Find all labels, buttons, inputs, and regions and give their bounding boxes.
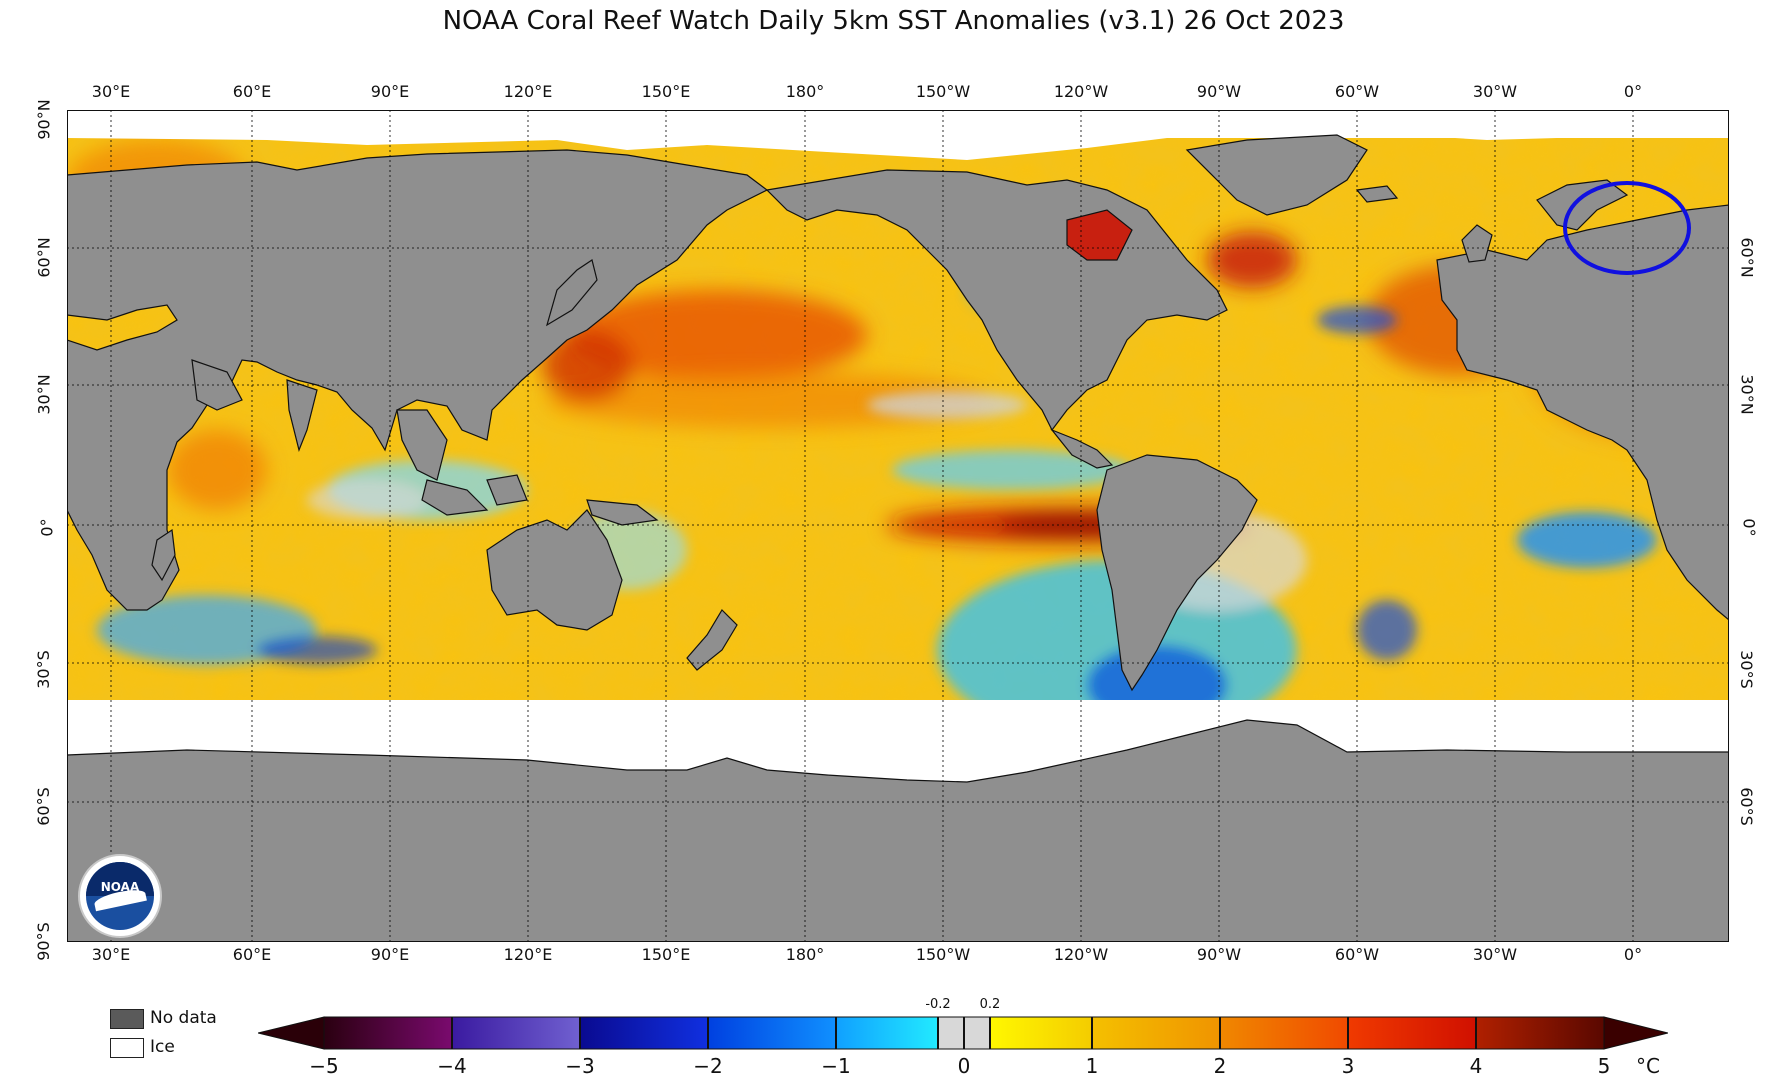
lat-label: 30°N <box>1737 374 1757 415</box>
colorbar-tick: 3 <box>1341 1054 1355 1078</box>
lon-label: 30°W <box>1472 82 1518 101</box>
lat-label: 90°N <box>34 99 54 140</box>
lon-label: 150°E <box>641 945 691 964</box>
lat-label: 60°N <box>34 237 54 278</box>
colorbar-tick: −5 <box>309 1054 339 1078</box>
graticule <box>67 110 1729 942</box>
lat-label: 90°S <box>33 922 53 961</box>
lon-label: 0° <box>1623 82 1643 101</box>
lon-label: 60°W <box>1334 82 1380 101</box>
highlight-circle <box>1563 181 1691 275</box>
lat-label: 0° <box>1739 518 1759 537</box>
colorbar-tick: −1 <box>821 1054 851 1078</box>
lon-label: 90°W <box>1196 82 1242 101</box>
colorbar-tick: 4 <box>1469 1054 1483 1078</box>
lon-label: 60°E <box>232 82 272 101</box>
lat-label: 30°N <box>34 374 54 415</box>
lon-label: 120°E <box>503 945 553 964</box>
lon-label: 150°E <box>641 82 691 101</box>
map-title: NOAA Coral Reef Watch Daily 5km SST Anom… <box>442 6 1345 36</box>
colorbar-tick: 5 <box>1597 1054 1611 1078</box>
colorbar-small-tick: -0.2 <box>925 997 951 1012</box>
colorbar-small-tick: 0.2 <box>979 997 1001 1012</box>
colorbar-tick: −2 <box>693 1054 723 1078</box>
lon-label: 150°W <box>915 945 971 964</box>
lat-label: 0° <box>37 518 57 537</box>
colorbar-tick: 2 <box>1213 1054 1227 1078</box>
colorbar-tick: −3 <box>565 1054 595 1078</box>
lon-label: 150°W <box>915 82 971 101</box>
lon-label: 30°E <box>91 82 131 101</box>
colorbar-tick: −4 <box>437 1054 467 1078</box>
lon-label: 120°W <box>1053 945 1109 964</box>
noaa-logo: NOAA <box>78 854 162 938</box>
lon-label: 60°E <box>232 945 272 964</box>
lat-label: 30°S <box>33 650 53 689</box>
noaa-logo-text: NOAA <box>100 880 140 894</box>
lon-label: 180° <box>785 945 825 964</box>
lon-label: 30°W <box>1472 945 1518 964</box>
cool-anomaly-regions <box>97 218 1657 800</box>
no-data-label: No data <box>150 1008 217 1028</box>
lat-label: 60°N <box>1737 237 1757 278</box>
lat-label: 60°S <box>33 787 53 826</box>
no-data-swatch <box>110 1009 144 1029</box>
lat-label: 60°S <box>1736 787 1756 826</box>
lon-label: 90°E <box>370 82 410 101</box>
colorbar <box>258 1016 1668 1050</box>
colorbar-unit: °C <box>1636 1054 1660 1078</box>
noaa-logo-disc: NOAA <box>86 862 154 930</box>
sst-anomaly-map <box>67 110 1729 942</box>
lon-label: 120°W <box>1053 82 1109 101</box>
lon-label: 0° <box>1623 945 1643 964</box>
colorbar-tick: 0 <box>957 1054 971 1078</box>
ice-swatch <box>110 1038 144 1058</box>
lat-label: 30°S <box>1736 650 1756 689</box>
lon-label: 30°E <box>91 945 131 964</box>
land-masses <box>67 134 1729 942</box>
lon-label: 60°W <box>1334 945 1380 964</box>
lon-label: 90°E <box>370 945 410 964</box>
lon-label: 90°W <box>1196 945 1242 964</box>
ice-label: Ice <box>150 1037 175 1057</box>
lon-label: 180° <box>785 82 825 101</box>
colorbar-tick: 1 <box>1085 1054 1099 1078</box>
lon-label: 120°E <box>503 82 553 101</box>
